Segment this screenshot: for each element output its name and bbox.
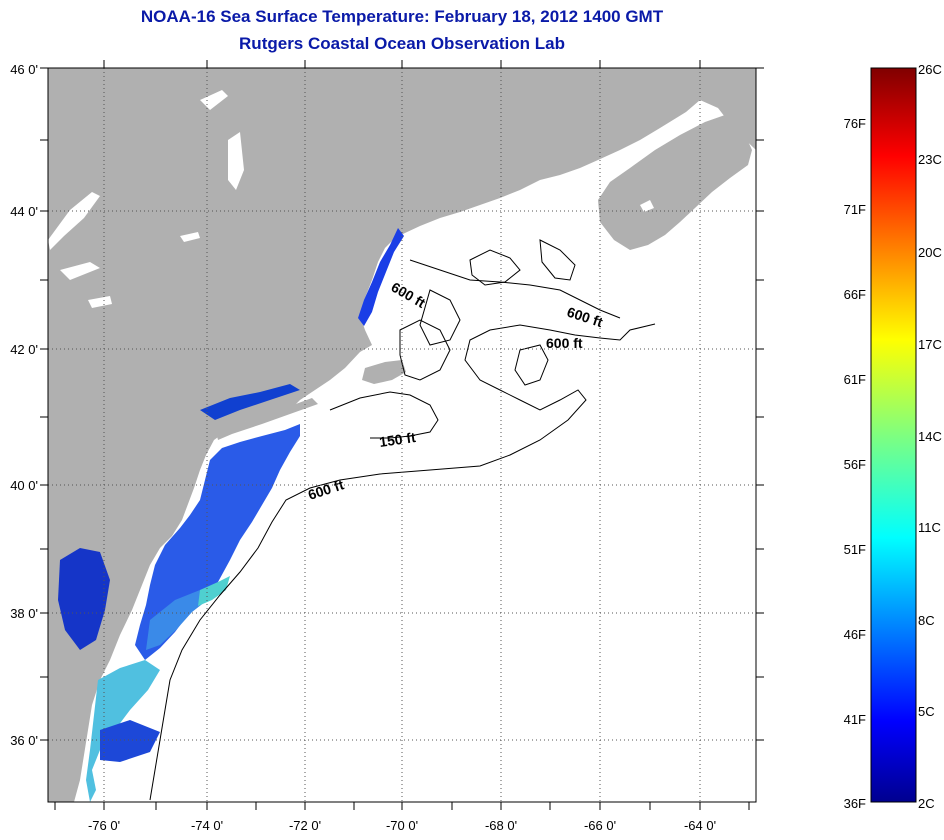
sst-data-coastal <box>58 228 404 802</box>
colorbar: 26C 23C 20C 17C 14C 11C 8C 5C 2C 76F 71F… <box>844 62 942 811</box>
lon-label-64: -64 0' <box>684 818 716 833</box>
lon-label-72: -72 0' <box>289 818 321 833</box>
map-subtitle: Rutgers Coastal Ocean Observation Lab <box>239 34 565 53</box>
land-cape-cod <box>362 360 406 384</box>
contour-label-600ft-georges: 600 ft <box>546 335 583 351</box>
map-title: NOAA-16 Sea Surface Temperature: Februar… <box>140 7 664 26</box>
lakes <box>48 90 654 308</box>
lon-label-70: -70 0' <box>386 818 418 833</box>
colorbar-fahrenheit-76: 76F <box>844 116 866 131</box>
land-nova-scotia <box>598 115 752 250</box>
colorbar-celsius-20: 20C <box>918 245 942 260</box>
colorbar-fahrenheit-71: 71F <box>844 202 866 217</box>
colorbar-fahrenheit-66: 66F <box>844 287 866 302</box>
longitude-labels: -76 0' -74 0' -72 0' -70 0' -68 0' -66 0… <box>88 818 716 833</box>
lat-label-38: 38 0' <box>10 606 38 621</box>
colorbar-fahrenheit-51: 51F <box>844 542 866 557</box>
lon-label-76: -76 0' <box>88 818 120 833</box>
colorbar-celsius-26: 26C <box>918 62 942 77</box>
lat-label-42: 42 0' <box>10 342 38 357</box>
colorbar-fahrenheit-41: 41F <box>844 712 866 727</box>
lat-label-44: 44 0' <box>10 204 38 219</box>
land-mainland <box>48 68 756 802</box>
colorbar-celsius-23: 23C <box>918 152 942 167</box>
colorbar-celsius-11: 11C <box>918 520 941 535</box>
lon-label-66: -66 0' <box>584 818 616 833</box>
lat-label-40: 40 0' <box>10 478 38 493</box>
lon-label-74: -74 0' <box>191 818 223 833</box>
land-long-island <box>216 398 318 440</box>
colorbar-celsius-17: 17C <box>918 337 942 352</box>
colorbar-fahrenheit-46: 46F <box>844 627 866 642</box>
colorbar-celsius-8: 8C <box>918 613 935 628</box>
colorbar-fahrenheit-61: 61F <box>844 372 866 387</box>
colorbar-fahrenheit-56: 56F <box>844 457 866 472</box>
lon-label-68: -68 0' <box>485 818 517 833</box>
lat-label-36: 36 0' <box>10 733 38 748</box>
colorbar-fahrenheit-36: 36F <box>844 796 866 811</box>
bathymetry-contours <box>149 239 656 801</box>
axis-ticks <box>40 60 764 810</box>
latitude-labels: 46 0' 44 0' 42 0' 40 0' 38 0' 36 0' <box>10 62 38 748</box>
colorbar-celsius-5: 5C <box>918 704 935 719</box>
colorbar-celsius-2: 2C <box>918 796 935 811</box>
colorbar-gradient <box>870 67 917 803</box>
lat-label-46: 46 0' <box>10 62 38 77</box>
contour-label-150ft: 150 ft <box>378 429 417 450</box>
colorbar-celsius-14: 14C <box>918 429 942 444</box>
